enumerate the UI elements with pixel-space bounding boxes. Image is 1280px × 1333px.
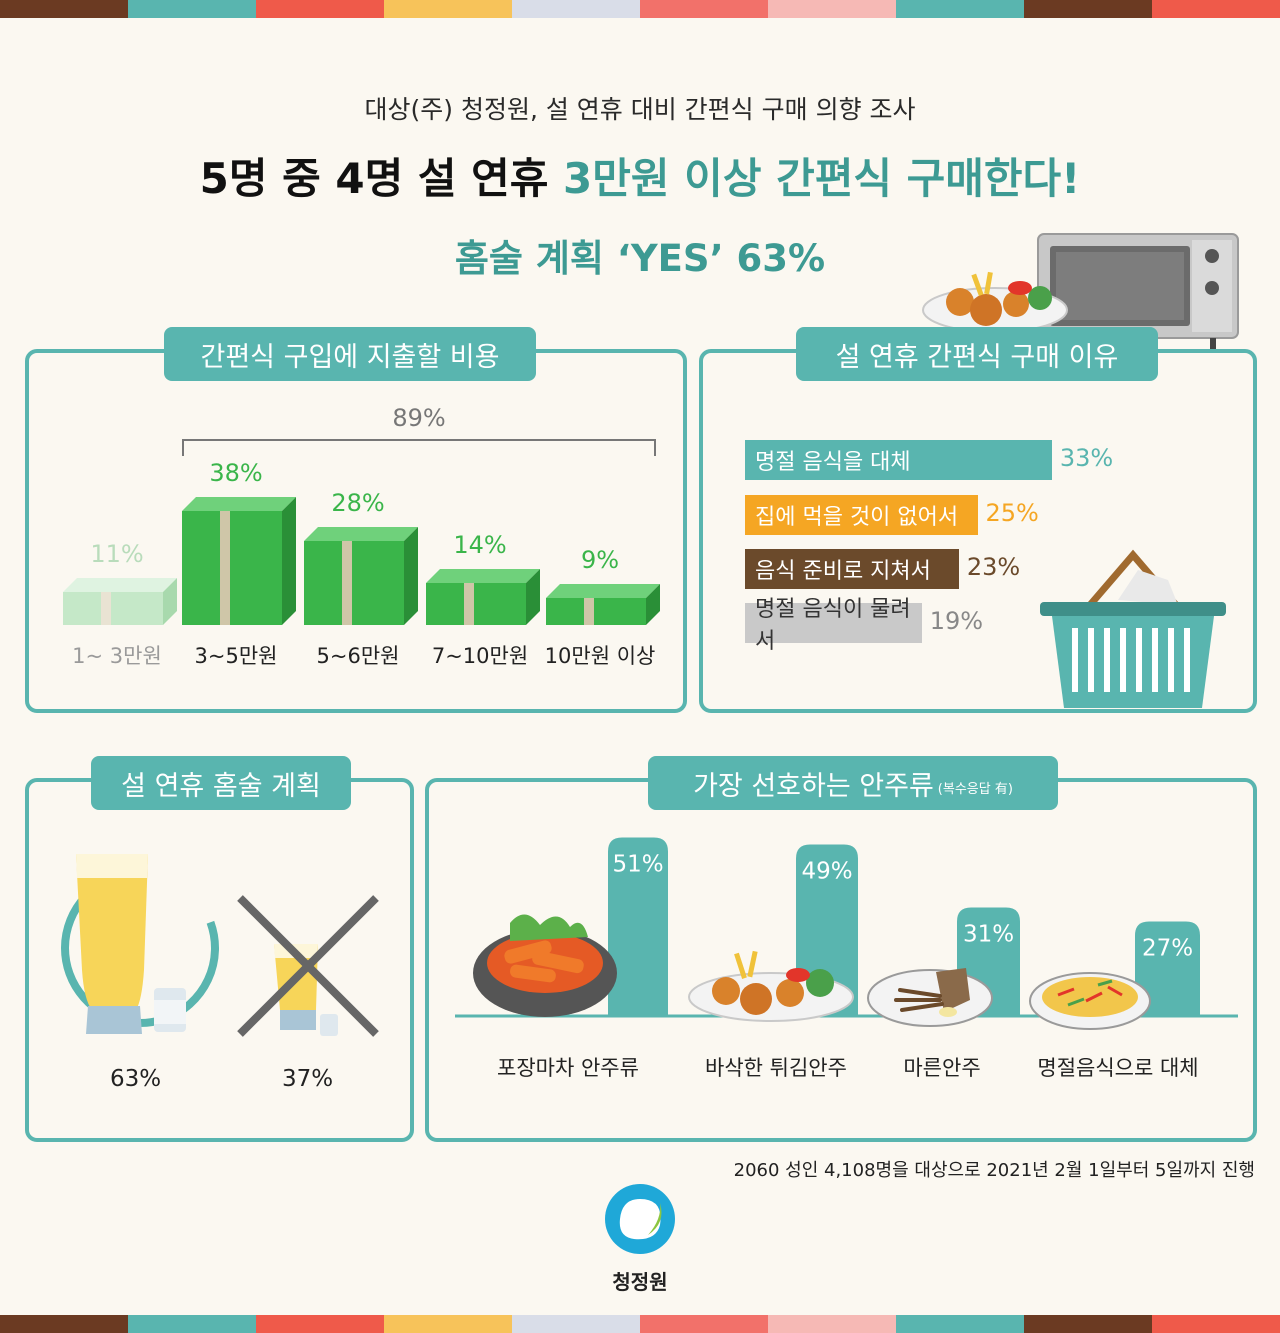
beer-no-icon	[237, 895, 379, 1037]
top-stripe	[0, 0, 1280, 18]
cheongjeongwon-logo-icon	[605, 1184, 675, 1254]
spend-bracket	[182, 439, 656, 456]
spending-panel-title: 간편식 구입에 지출할 비용	[164, 327, 536, 381]
snack-value-label: 51%	[612, 852, 663, 878]
reason-bar: 명절 음식을 대체	[745, 440, 1052, 480]
headline-accent: 3만원 이상 간편식 구매한다!	[563, 154, 1081, 203]
snacks-title: 가장 선호하는 안주류	[693, 770, 934, 802]
snack-value-label: 27%	[1142, 936, 1193, 962]
drink-no-label: 37%	[282, 1066, 334, 1092]
money-stack-side	[404, 527, 418, 625]
spend-category-label: 7~10만원	[431, 644, 529, 668]
money-stack-front	[546, 598, 646, 625]
reason-value-label: 19%	[929, 607, 984, 635]
snack-value-label: 31%	[963, 922, 1014, 948]
money-stack-front	[426, 583, 526, 625]
brand-name: 청정원	[612, 1270, 668, 1294]
money-stack-band	[584, 598, 594, 625]
money-stack-top	[182, 497, 296, 511]
bottom-stripe	[0, 1315, 1280, 1333]
reason-value-label: 23%	[966, 553, 1021, 581]
snack-bar	[608, 837, 668, 1016]
microwave-illustration	[922, 233, 1239, 350]
spend-category-label: 3~5만원	[194, 644, 278, 668]
reason-value-label: 25%	[985, 499, 1039, 527]
money-stack-side	[163, 578, 177, 625]
money-stack-front	[63, 592, 163, 625]
snack-category-label: 마른안주	[903, 1056, 980, 1080]
page-subheadline: 홈술 계획 ‘YES’ 63%	[454, 237, 826, 280]
money-stack-side	[646, 584, 660, 625]
snack-category-label: 포장마차 안주류	[497, 1056, 639, 1080]
page-headline: 5명 중 4명 설 연휴 3만원 이상 간편식 구매한다!	[0, 145, 1280, 206]
snack-bar	[1135, 921, 1200, 1016]
reasons-panel-title: 설 연휴 간편식 구매 이유	[796, 327, 1158, 381]
spend-category-label: 1~ 3만원	[72, 644, 162, 668]
tteokbokki-icon	[473, 914, 617, 1017]
snack-value-label: 49%	[801, 859, 852, 885]
money-stack-top	[63, 578, 177, 592]
headline-part: 5명 중 4명 설 연휴	[199, 154, 564, 203]
basket-illustration	[1040, 549, 1226, 708]
money-stack-side	[526, 569, 540, 625]
reason-bar: 음식 준비로 지쳐서	[745, 549, 959, 589]
spend-value-label: 9%	[580, 546, 620, 574]
money-stack-front	[304, 541, 404, 625]
money-stack-front	[182, 511, 282, 625]
spend-bracket-label: 89%	[392, 404, 446, 432]
drinking-plan-panel-title: 설 연휴 홈술 계획	[91, 756, 351, 810]
money-stack-band	[220, 511, 230, 625]
drink-yes-label: 63%	[110, 1066, 162, 1092]
spend-value-label: 11%	[90, 540, 144, 568]
snacks-title-note: (복수응답 有)	[937, 781, 1013, 797]
money-stack-band	[101, 592, 111, 625]
reason-bar: 집에 먹을 것이 없어서	[745, 495, 978, 535]
spend-value-label: 14%	[453, 531, 507, 559]
money-stack-top	[304, 527, 418, 541]
jeon-icon	[1029, 972, 1151, 1030]
money-stack-top	[546, 584, 660, 598]
snack-category-label: 바삭한 튀김안주	[705, 1056, 847, 1080]
reason-value-label: 33%	[1059, 444, 1114, 472]
spend-category-label: 10만원 이상	[544, 644, 656, 668]
money-stack-top	[426, 569, 540, 583]
fried-snack-icon	[688, 950, 854, 1022]
money-stack-band	[464, 583, 474, 625]
spend-value-label: 38%	[209, 459, 263, 487]
survey-subtitle: 대상(주) 청정원, 설 연휴 대비 간편식 구매 의향 조사	[364, 95, 916, 124]
snacks-panel-title: 가장 선호하는 안주류 (복수응답 有)	[648, 756, 1058, 810]
money-stack-side	[282, 497, 296, 625]
survey-footnote: 2060 성인 4,108명을 대상으로 2021년 2월 1일부터 5일까지 …	[733, 1160, 1255, 1181]
snack-category-label: 명절음식으로 대체	[1037, 1056, 1198, 1080]
money-stack-band	[342, 541, 352, 625]
dried-squid-icon	[867, 968, 993, 1027]
spend-value-label: 28%	[331, 489, 385, 517]
beer-yes-icon	[61, 854, 219, 1034]
spend-category-label: 5~6만원	[316, 644, 400, 668]
